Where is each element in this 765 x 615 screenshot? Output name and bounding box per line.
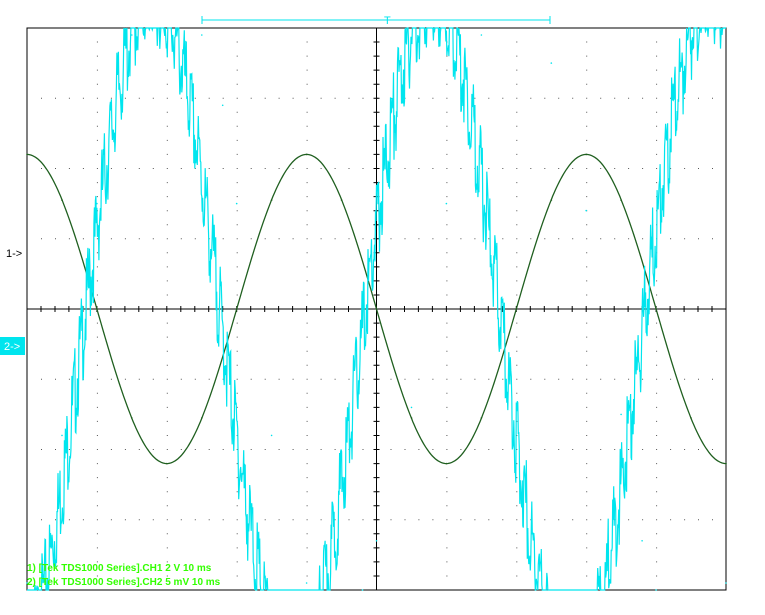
ch2-data-point xyxy=(410,406,413,409)
ch2-data-point xyxy=(361,589,364,591)
ch1-data-point xyxy=(445,462,448,465)
ch2-data-point xyxy=(375,540,378,542)
ch1-data-point xyxy=(340,199,343,201)
ch1-data-point xyxy=(410,417,413,419)
ch1-data-point xyxy=(690,417,692,419)
ch1-data-point xyxy=(620,199,622,201)
ch2-data-point xyxy=(620,413,622,416)
ch2-data-point xyxy=(725,582,727,584)
ch2-trace xyxy=(27,27,726,591)
ch2-data-point xyxy=(305,582,308,584)
ch2-data-point xyxy=(82,308,84,310)
ch1-data-point xyxy=(61,199,63,201)
ch1-data-point xyxy=(235,308,238,310)
ch1-data-point xyxy=(270,199,273,201)
trigger-bracket xyxy=(201,16,551,24)
ch1-data-point xyxy=(26,153,28,156)
ch2-data-point xyxy=(641,540,643,542)
ch2-marker-bg xyxy=(0,337,25,355)
ch2-data-point xyxy=(131,34,133,36)
readout-panel: 1) [Tek TDS1000 Series].CH1 2 V 10 ms 2)… xyxy=(27,563,221,588)
ch1-data-point xyxy=(725,462,727,465)
ch2-data-point xyxy=(655,589,657,591)
ch2-data-point xyxy=(235,202,238,205)
ch1-data-point xyxy=(585,153,587,156)
graticule xyxy=(26,16,727,591)
traces xyxy=(26,27,727,591)
ch1-data-point xyxy=(480,417,483,419)
ch1-data-point xyxy=(166,462,168,465)
ch2-data-point xyxy=(445,202,448,205)
ch2-data-point xyxy=(221,104,224,107)
ch1-data-point xyxy=(201,417,203,419)
ch2-ground-marker: 2-> xyxy=(4,341,20,353)
ch2-data-point xyxy=(26,582,28,584)
ch1-data-point xyxy=(131,417,133,419)
ch1-data-point xyxy=(655,308,657,310)
ch2-data-point xyxy=(96,202,98,205)
ch2-data-point xyxy=(201,34,203,36)
ch1-data-point xyxy=(96,308,98,310)
ch1-data-point xyxy=(515,308,518,310)
ch1-readout: 1) [Tek TDS1000 Series].CH1 2 V 10 ms xyxy=(27,563,212,574)
ch1-data-point xyxy=(550,199,553,201)
ch2-readout: 2) [Tek TDS1000 Series].CH2 5 mV 10 ms xyxy=(27,577,221,588)
ch2-data-point xyxy=(585,209,587,212)
ch1-data-point xyxy=(305,153,308,156)
trigger-marker: T xyxy=(384,15,391,27)
ch1-ground-marker: 1-> xyxy=(6,248,22,260)
ch2-data-point xyxy=(270,434,273,437)
ch1-data-point xyxy=(375,308,378,310)
markers: 1-> 2-> T xyxy=(0,15,391,355)
ch2-data-point xyxy=(550,62,553,64)
ch2-data-point xyxy=(480,34,483,36)
ch2-data-point xyxy=(61,434,63,437)
